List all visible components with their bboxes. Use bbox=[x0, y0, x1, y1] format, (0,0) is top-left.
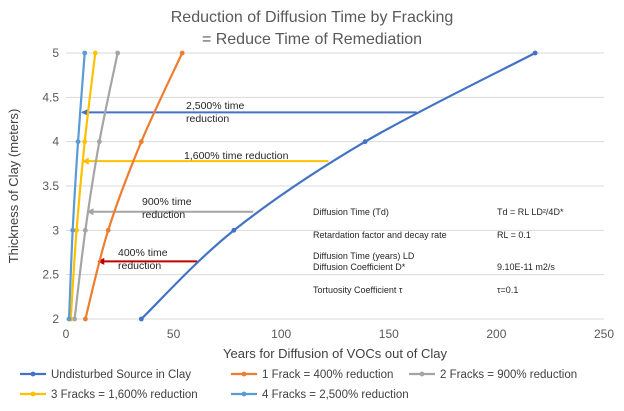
info-table: Diffusion Time (Td) Td = RL LD²/4D* Retard… bbox=[313, 207, 564, 295]
info-label: Tortuosity Coefficient τ bbox=[313, 285, 403, 295]
data-point bbox=[70, 227, 76, 233]
legend-label: Undisturbed Source in Clay bbox=[51, 369, 191, 381]
data-point bbox=[105, 227, 111, 233]
data-point bbox=[96, 139, 102, 145]
annotation-label: 900% time bbox=[142, 196, 192, 208]
info-value: 9.10E-11 m2/s bbox=[497, 262, 555, 272]
info-value: τ=0.1 bbox=[497, 285, 518, 295]
data-point bbox=[231, 227, 237, 233]
data-point bbox=[82, 227, 88, 233]
legend-marker bbox=[30, 371, 36, 377]
annotation-label: 1,600% time reduction bbox=[184, 150, 289, 162]
info-label: Diffusion Coefficient D* bbox=[313, 262, 406, 272]
y-tick-label: 5 bbox=[52, 46, 59, 60]
gridlines bbox=[66, 52, 604, 320]
y-tick-label: 4.5 bbox=[42, 90, 59, 104]
info-value: Td = RL LD²/4D* bbox=[497, 207, 564, 217]
data-point bbox=[179, 50, 185, 56]
data-point bbox=[138, 139, 144, 145]
legend: Undisturbed Source in Clay 1 Frack = 400%… bbox=[20, 369, 577, 401]
x-tick-label: 200 bbox=[486, 327, 506, 341]
annotation-label: reduction bbox=[186, 113, 229, 125]
series-line bbox=[84, 52, 184, 320]
x-tick-label: 50 bbox=[167, 327, 181, 341]
x-tick-label: 150 bbox=[379, 327, 399, 341]
data-point bbox=[75, 139, 81, 145]
y-axis-ticks: 2 2.5 3 3.5 4 4.5 5 bbox=[42, 46, 59, 326]
legend-marker bbox=[241, 391, 247, 397]
series-line bbox=[67, 52, 86, 320]
series-line bbox=[73, 52, 119, 320]
data-point bbox=[115, 50, 121, 56]
legend-label: 3 Fracks = 1,600% reduction bbox=[51, 389, 198, 401]
data-point bbox=[66, 316, 72, 322]
x-axis-ticks: 0 50 100 150 200 250 bbox=[63, 327, 615, 341]
series-line bbox=[140, 52, 536, 320]
y-tick-label: 4 bbox=[52, 135, 59, 149]
series-line bbox=[69, 52, 97, 320]
data-point bbox=[82, 50, 88, 56]
y-tick-label: 2 bbox=[52, 312, 59, 326]
data-point bbox=[72, 316, 78, 322]
data-point bbox=[362, 139, 368, 145]
annotation-label: 2,500% time bbox=[186, 100, 245, 112]
y-axis-title: Thickness of Clay (meters) bbox=[6, 109, 21, 264]
annotation-label: reduction bbox=[142, 209, 185, 221]
legend-label: 1 Frack = 400% reduction bbox=[262, 369, 393, 381]
data-point bbox=[82, 316, 88, 322]
legend-marker bbox=[30, 391, 36, 397]
data-point bbox=[74, 227, 79, 233]
data-point bbox=[82, 139, 88, 145]
legend-marker bbox=[241, 371, 247, 377]
legend-label: 4 Fracks = 2,500% reduction bbox=[262, 389, 409, 401]
info-label: Retardation factor and decay rate bbox=[313, 230, 447, 240]
y-tick-label: 3.5 bbox=[42, 179, 59, 193]
annotation-label: reduction bbox=[118, 260, 161, 272]
x-tick-label: 0 bbox=[63, 327, 70, 341]
chart-title-line-2: = Reduce Time of Remediation bbox=[202, 31, 422, 48]
x-tick-label: 100 bbox=[271, 327, 291, 341]
legend-marker bbox=[419, 371, 425, 377]
data-point bbox=[138, 316, 144, 322]
series-group bbox=[66, 50, 538, 322]
info-label: Diffusion Time (Td) bbox=[313, 207, 389, 217]
y-tick-label: 2.5 bbox=[42, 268, 59, 282]
info-value: RL = 0.1 bbox=[497, 230, 531, 240]
x-axis-title: Years for Diffusion of VOCs out of Clay bbox=[223, 346, 447, 361]
data-point bbox=[532, 50, 538, 56]
info-label: Diffusion Time (years) LD bbox=[313, 251, 415, 261]
annotation-label: 400% time bbox=[118, 247, 168, 259]
chart-title-line-1: Reduction of Diffusion Time by Fracking bbox=[171, 9, 454, 26]
y-tick-label: 3 bbox=[52, 223, 59, 237]
data-point bbox=[92, 50, 98, 56]
x-tick-label: 250 bbox=[594, 327, 614, 341]
legend-label: 2 Fracks = 900% reduction bbox=[440, 369, 577, 381]
